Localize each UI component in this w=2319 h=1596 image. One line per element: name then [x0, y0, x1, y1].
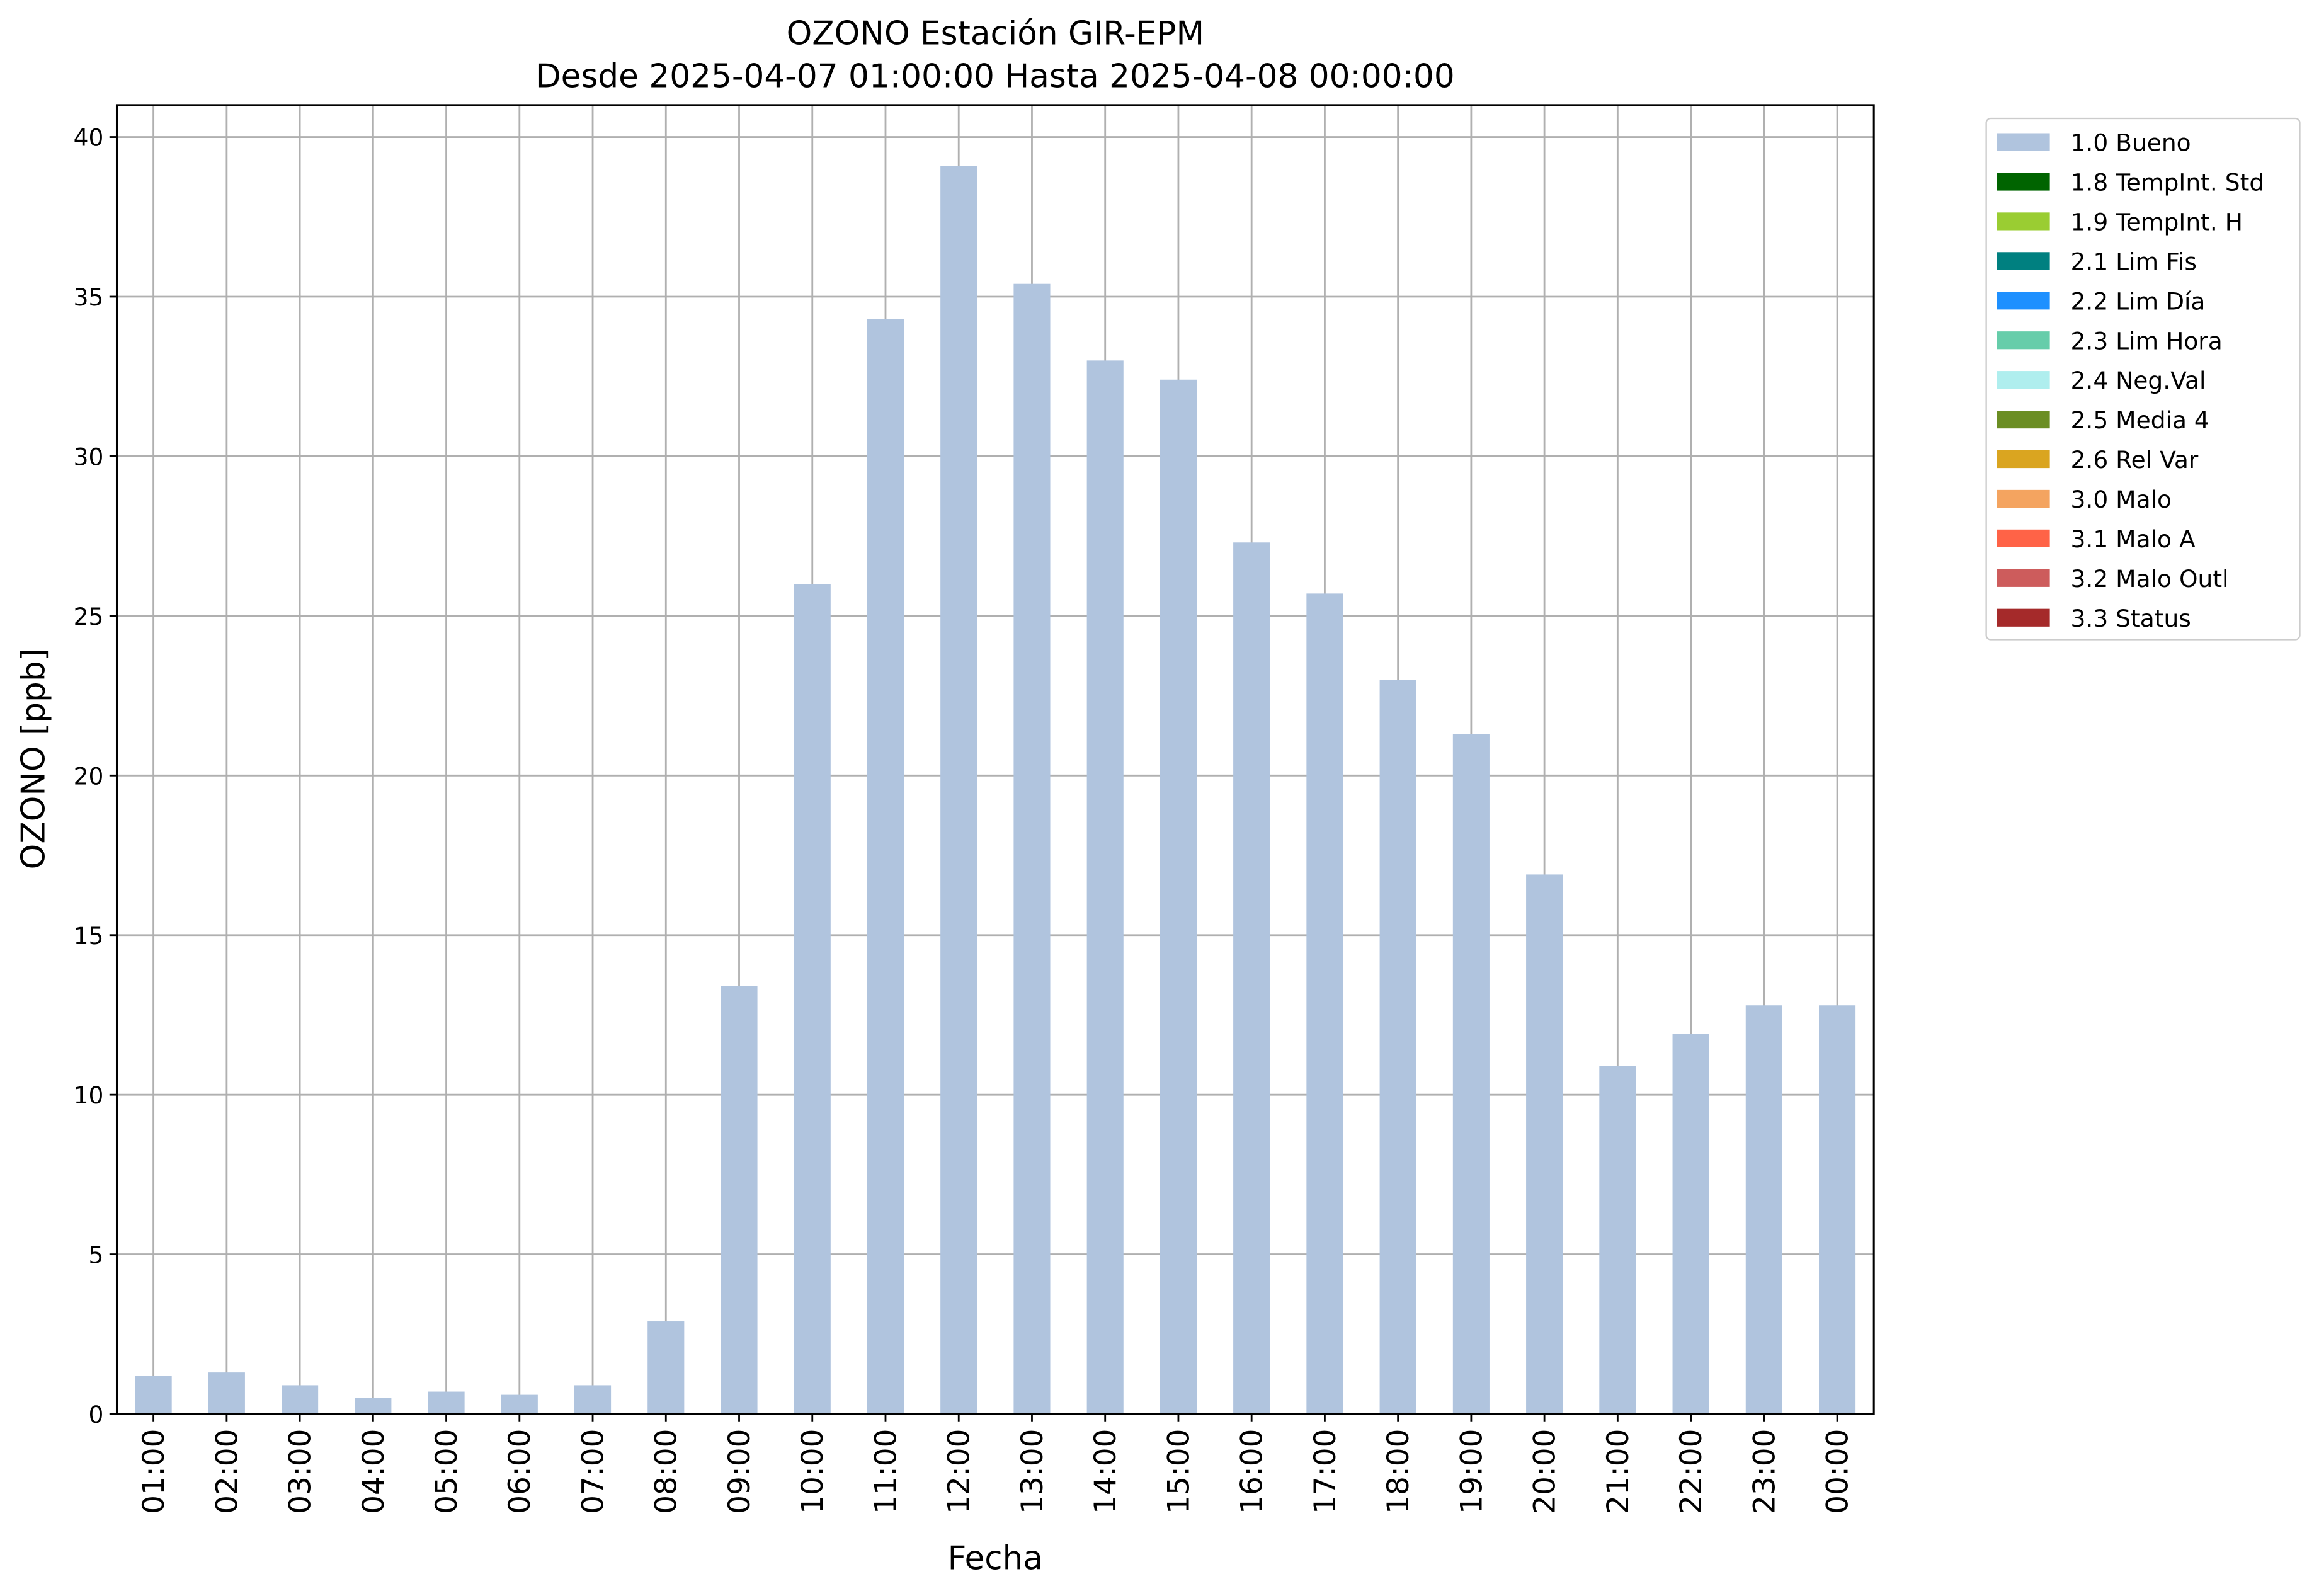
y-tick-label: 35 — [74, 283, 104, 311]
x-axis-label: Fecha — [948, 1540, 1043, 1578]
legend-swatch — [1997, 569, 2050, 587]
y-tick-label: 5 — [88, 1241, 103, 1269]
y-tick-label: 40 — [74, 124, 104, 152]
x-tick-label: 07:00 — [576, 1429, 610, 1514]
legend-box — [1985, 117, 2301, 641]
x-tick-label: 03:00 — [283, 1429, 318, 1514]
y-axis-label: OZONO [ppb] — [14, 648, 52, 869]
legend-swatch — [1997, 331, 2050, 350]
bar — [574, 1385, 612, 1415]
bar — [647, 1321, 685, 1415]
bar — [1599, 1066, 1636, 1415]
bar — [867, 319, 904, 1415]
legend-swatch — [1997, 252, 2050, 270]
legend-swatch — [1997, 173, 2050, 191]
legend-label: 1.8 TempInt. Std — [2071, 169, 2265, 197]
bar — [1379, 680, 1416, 1415]
legend-label: 2.5 Media 4 — [2071, 406, 2209, 434]
legend-label: 2.3 Lim Hora — [2071, 327, 2223, 355]
legend-swatch — [1997, 489, 2050, 508]
legend-swatch — [1997, 133, 2050, 151]
x-tick-label: 05:00 — [430, 1429, 464, 1514]
legend-label: 3.2 Malo Outl — [2071, 565, 2229, 593]
x-tick-label: 02:00 — [210, 1429, 244, 1514]
x-tick-label: 21:00 — [1601, 1429, 1636, 1514]
legend-label: 2.6 Rel Var — [2071, 446, 2199, 474]
bar — [1672, 1034, 1709, 1415]
bar — [428, 1391, 465, 1415]
y-tick-label: 0 — [88, 1401, 103, 1428]
bar — [282, 1385, 319, 1415]
legend-label: 3.1 Malo A — [2071, 525, 2196, 553]
bar — [940, 166, 977, 1415]
legend-swatch — [1997, 608, 2050, 627]
x-tick-label: 08:00 — [649, 1429, 684, 1514]
x-tick-label: 16:00 — [1235, 1429, 1270, 1514]
x-tick-label: 14:00 — [1088, 1429, 1123, 1514]
bar — [1233, 542, 1270, 1415]
bar — [721, 986, 758, 1415]
y-tick-label: 30 — [74, 443, 104, 471]
y-tick-label: 20 — [74, 762, 104, 790]
bar — [1013, 283, 1051, 1415]
legend-label: 2.4 Neg.Val — [2071, 367, 2206, 394]
bar — [1160, 379, 1197, 1415]
x-tick-label: 10:00 — [795, 1429, 830, 1514]
x-tick-label: 23:00 — [1747, 1429, 1782, 1514]
legend-label: 3.3 Status — [2071, 605, 2191, 632]
bar — [1745, 1005, 1782, 1415]
x-tick-label: 15:00 — [1161, 1429, 1196, 1514]
legend-swatch — [1997, 292, 2050, 310]
y-tick-label: 25 — [74, 603, 104, 630]
legend-label: 2.2 Lim Día — [2071, 287, 2206, 315]
bar — [501, 1394, 538, 1415]
bar — [1819, 1005, 1856, 1415]
bar — [1306, 593, 1343, 1415]
x-tick-label: 18:00 — [1381, 1429, 1416, 1514]
chart-subtitle: Desde 2025-04-07 01:00:00 Hasta 2025-04-… — [536, 58, 1455, 96]
plot-frame — [115, 104, 1875, 1415]
x-tick-label: 22:00 — [1674, 1429, 1709, 1514]
bar — [1526, 874, 1563, 1415]
bar — [1452, 734, 1490, 1415]
bar — [135, 1376, 172, 1415]
x-tick-label: 00:00 — [1821, 1429, 1855, 1514]
bar — [794, 584, 831, 1415]
x-tick-label: 04:00 — [356, 1429, 391, 1514]
x-tick-label: 11:00 — [869, 1429, 903, 1514]
bar — [1086, 360, 1124, 1415]
legend-label: 1.9 TempInt. H — [2071, 208, 2243, 236]
legend-label: 1.0 Bueno — [2071, 129, 2191, 157]
legend-swatch — [1997, 411, 2050, 429]
bar — [208, 1372, 245, 1415]
legend-swatch — [1997, 371, 2050, 389]
legend-label: 3.0 Malo — [2071, 486, 2172, 513]
bar — [355, 1398, 392, 1415]
legend-swatch — [1997, 450, 2050, 469]
chart-title: OZONO Estación GIR-EPM — [787, 15, 1204, 53]
x-tick-label: 09:00 — [722, 1429, 757, 1514]
x-tick-label: 01:00 — [137, 1429, 171, 1514]
legend-label: 2.1 Lim Fis — [2071, 248, 2197, 275]
legend-swatch — [1997, 212, 2050, 231]
x-tick-label: 12:00 — [942, 1429, 977, 1514]
x-tick-label: 20:00 — [1528, 1429, 1563, 1514]
x-tick-label: 19:00 — [1454, 1429, 1489, 1514]
legend-swatch — [1997, 529, 2050, 547]
x-tick-label: 06:00 — [503, 1429, 537, 1514]
y-tick-label: 15 — [74, 922, 104, 950]
x-tick-label: 13:00 — [1015, 1429, 1050, 1514]
y-tick-label: 10 — [74, 1081, 104, 1109]
x-tick-label: 17:00 — [1308, 1429, 1343, 1514]
